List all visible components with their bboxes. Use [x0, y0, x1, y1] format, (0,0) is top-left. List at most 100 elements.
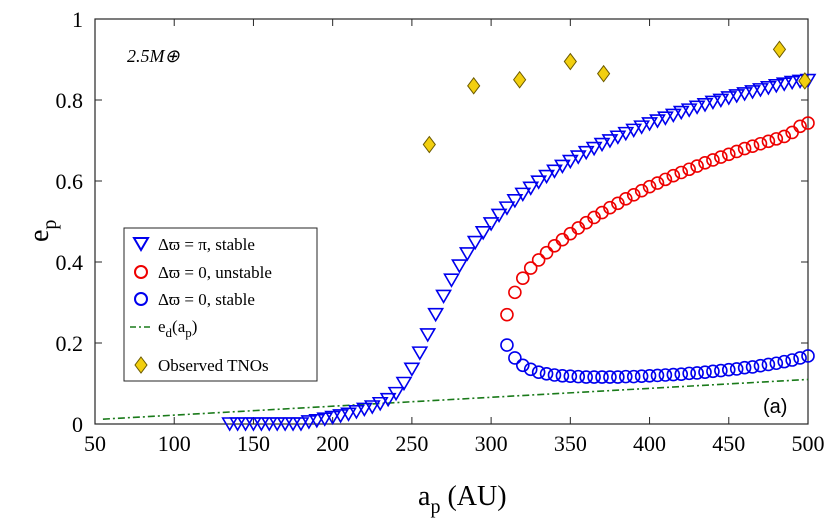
ed-sub-p: p — [185, 325, 192, 340]
y-tick-label: 0.2 — [56, 331, 84, 356]
point-unstable — [515, 271, 530, 286]
point-stable-0 — [769, 356, 784, 371]
point-stable-pi — [609, 130, 627, 145]
point-stable-pi — [332, 409, 349, 424]
legend-label: Observed TNOs — [158, 356, 269, 375]
y-tick-label: 1 — [72, 7, 83, 32]
x-tick-label: 50 — [84, 431, 106, 456]
point-stable-pi — [728, 89, 746, 104]
point-stable-pi — [617, 126, 635, 142]
ed-main: e — [158, 317, 166, 336]
legend-label: Δϖ = π, stable — [158, 235, 255, 254]
y-axis-title: ep — [24, 220, 61, 242]
point-stable-pi — [704, 95, 722, 111]
legend-marker-triangle — [132, 237, 150, 252]
point-stable-pi — [411, 346, 429, 361]
point-stable-0 — [523, 362, 538, 377]
point-stable-0 — [666, 367, 681, 382]
point-stable-pi — [490, 208, 508, 224]
legend-item-stable-pi: Δϖ = π, stable — [132, 235, 255, 254]
point-stable-0 — [531, 365, 546, 379]
point-unstable — [714, 150, 728, 164]
axis-ticks: 50 100 150 200 250 300 350 400 450 500 0 0.2 0.4 0.6 0… — [56, 7, 825, 456]
point-stable-pi — [657, 111, 674, 126]
x-tick-label: 250 — [395, 431, 428, 456]
point-stable-pi — [585, 141, 603, 157]
point-unstable — [603, 200, 617, 215]
point-stable-0 — [658, 368, 673, 382]
point-stable-pi — [664, 108, 682, 123]
x-tick-label: 300 — [475, 431, 508, 456]
point-unstable — [706, 153, 720, 167]
x-tick-label: 400 — [633, 431, 666, 456]
point-unstable — [737, 141, 752, 156]
point-stable-pi — [720, 91, 738, 106]
point-stable-0 — [737, 360, 752, 375]
point-unstable — [721, 147, 736, 162]
y-tick-label: 0.8 — [56, 88, 84, 113]
point-stable-0 — [547, 368, 562, 382]
point-unstable — [729, 144, 744, 159]
y-tick-label: 0 — [72, 412, 83, 437]
point-stable-pi — [688, 100, 706, 115]
point-stable-0 — [563, 369, 578, 384]
point-stable-pi — [601, 134, 619, 149]
point-stable-0 — [515, 358, 530, 373]
x-tick-label: 150 — [237, 431, 270, 456]
point-stable-pi — [767, 79, 785, 94]
legend-marker-circle-blue — [134, 292, 148, 306]
point-stable-pi — [641, 117, 658, 132]
x-tick-label: 200 — [316, 431, 349, 456]
point-unstable — [690, 159, 704, 173]
point-stable-pi — [474, 226, 492, 241]
point-stable-pi — [569, 150, 587, 165]
legend-label-ed: ed(ap) — [158, 317, 197, 340]
point-stable-pi — [759, 81, 777, 96]
point-stable-pi — [355, 402, 373, 418]
point-stable-pi — [514, 187, 532, 202]
point-tno — [467, 76, 481, 95]
point-stable-pi — [680, 103, 698, 118]
point-unstable — [508, 285, 522, 300]
point-unstable — [769, 132, 784, 146]
point-stable-pi — [427, 307, 445, 323]
point-stable-pi — [554, 159, 571, 175]
mass-annotation: 2.5M⊕ — [127, 46, 180, 66]
point-stable-pi — [522, 181, 540, 196]
point-stable-pi — [712, 93, 730, 108]
point-stable-pi — [371, 396, 389, 412]
point-stable-pi — [363, 400, 381, 415]
point-stable-pi — [783, 75, 801, 91]
point-unstable — [745, 139, 760, 153]
x-tick-label: 100 — [158, 431, 191, 456]
point-tno — [563, 52, 577, 71]
legend-label: Δϖ = 0, unstable — [158, 263, 272, 282]
point-stable-0 — [761, 357, 776, 372]
point-stable-0 — [793, 351, 807, 365]
point-unstable — [777, 129, 792, 144]
point-stable-pi — [443, 273, 460, 288]
point-stable-0 — [674, 367, 689, 381]
y-tick-label: 0.4 — [56, 250, 84, 275]
point-unstable — [698, 155, 712, 170]
x-axis-title-unit: (AU) — [440, 481, 506, 512]
point-tno — [513, 70, 527, 89]
point-stable-0 — [745, 360, 760, 374]
point-unstable — [674, 165, 689, 180]
point-unstable — [666, 168, 681, 183]
point-tno — [772, 40, 787, 59]
point-stable-pi — [752, 83, 769, 98]
point-stable-0 — [706, 364, 720, 379]
panel-label: (a) — [763, 396, 787, 418]
x-tick-label: 500 — [792, 431, 825, 456]
point-unstable — [626, 187, 641, 202]
point-stable-pi — [696, 98, 714, 113]
legend-item-ed: ed(ap) — [130, 317, 197, 340]
point-stable-pi — [625, 123, 643, 138]
point-stable-0 — [785, 353, 799, 367]
point-stable-pi — [506, 194, 524, 209]
point-unstable — [634, 183, 649, 198]
point-stable-pi — [300, 415, 318, 430]
point-stable-0 — [729, 362, 744, 376]
